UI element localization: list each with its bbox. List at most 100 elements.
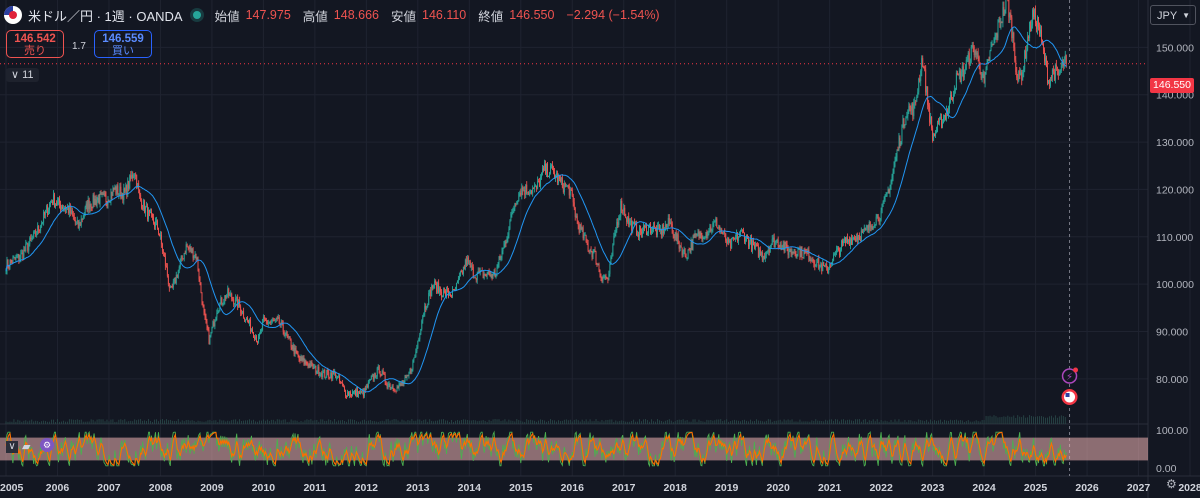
buy-button[interactable]: 146.559 買い [94,30,152,58]
candle-body [912,103,914,117]
candle-body [995,33,997,35]
candle-body [1054,65,1056,80]
volume-bar [435,420,437,424]
candle-body [773,237,775,248]
candle-body [249,319,250,324]
candle-body [694,233,696,238]
x-tick-label: 2007 [97,482,121,494]
volume-bar [759,420,761,424]
indicator-collapse-button[interactable]: ∨ 11 [6,68,39,82]
candle-body [339,375,341,382]
candle-body [477,271,479,274]
candle-body [919,78,921,81]
lightning-event-glyph: ⚡ [1066,372,1073,383]
volume-bar [419,419,421,424]
candle-body [997,22,999,38]
volume-bar [235,419,237,424]
x-tick-label: 2024 [972,482,996,494]
candle-body [960,71,962,82]
candle-body [1024,50,1026,70]
volume-bar [128,421,130,424]
candle-body [203,304,205,313]
candle-body [987,59,989,63]
candle-body [1046,65,1048,84]
volume-bar [183,421,185,424]
volume-bar [532,420,534,424]
candle-body [994,34,996,40]
volume-bar [633,419,635,424]
candle-body [881,203,883,211]
sell-button[interactable]: 146.542 売り [6,30,64,58]
candle-body [51,201,52,203]
volume-bar [245,420,246,424]
settings-gear-icon[interactable]: ⚙ [1166,477,1177,491]
volume-bar [856,419,858,424]
candle-body [355,389,357,396]
buy-price: 146.559 [102,33,144,45]
volume-bar [558,420,559,424]
candle-body [943,117,944,123]
candle-body [896,149,898,158]
volume-bar [706,419,708,424]
candle-body [373,373,375,380]
candle-body [745,239,746,242]
volume-bar [975,420,977,424]
volume-bar [752,421,753,424]
candle-body [101,193,103,195]
candle-body [664,224,666,230]
volume-bar [397,420,399,424]
x-tick-label: 2015 [509,482,533,494]
volume-bar [326,420,328,424]
candle-body [1010,13,1012,18]
oscillator-collapse-icon[interactable]: ∨ [6,441,18,453]
candle-body [638,234,640,238]
volume-bar [948,420,949,424]
candle-body [653,225,655,228]
symbol-title[interactable]: 米ドル／円 · 1週 · OANDA [28,8,183,24]
oscillator-settings-icon[interactable]: ⚙ [40,438,54,452]
candle-body [116,185,118,194]
candle-body [326,369,328,377]
currency-select[interactable]: JPY ▼ [1150,5,1196,25]
volume-bar [237,421,239,424]
candle-body [446,289,447,297]
candle-body [318,366,320,376]
x-tick-label: 2025 [1024,482,1048,494]
candle-body [376,367,378,377]
candle-body [626,217,628,222]
candle-body [835,252,837,255]
candle-body [697,231,699,234]
candle-body [67,206,69,213]
candle-body [475,278,477,281]
candle-body [984,74,986,83]
oscillator-slow-line [5,431,1067,466]
volume-bar [797,421,799,424]
volume-bar [403,420,405,424]
candle-body [331,372,333,379]
volume-bar [829,419,831,424]
volume-bar [854,419,856,424]
candle-body [149,209,150,213]
volume-bar [72,419,74,424]
candle-body [927,86,929,105]
candle-body [519,192,521,194]
volume-bar [278,419,280,424]
candle-body [309,363,311,368]
candle-body [135,174,137,176]
volume-bar [807,421,809,424]
candle-body [934,133,936,136]
candle-body [809,259,811,261]
volume-bar [1033,416,1034,424]
oscillator-visibility-icon[interactable]: ▰ [22,441,31,453]
volume-bar [243,420,244,424]
candle-body [900,141,902,146]
candle-body [648,226,649,234]
x-tick-label: 2026 [1075,482,1099,494]
candle-body [158,228,159,234]
candle-body [692,236,694,250]
volume-bar [835,419,836,424]
candle-body [658,225,660,231]
market-status-icon[interactable] [192,11,201,19]
candle-body [817,258,819,263]
